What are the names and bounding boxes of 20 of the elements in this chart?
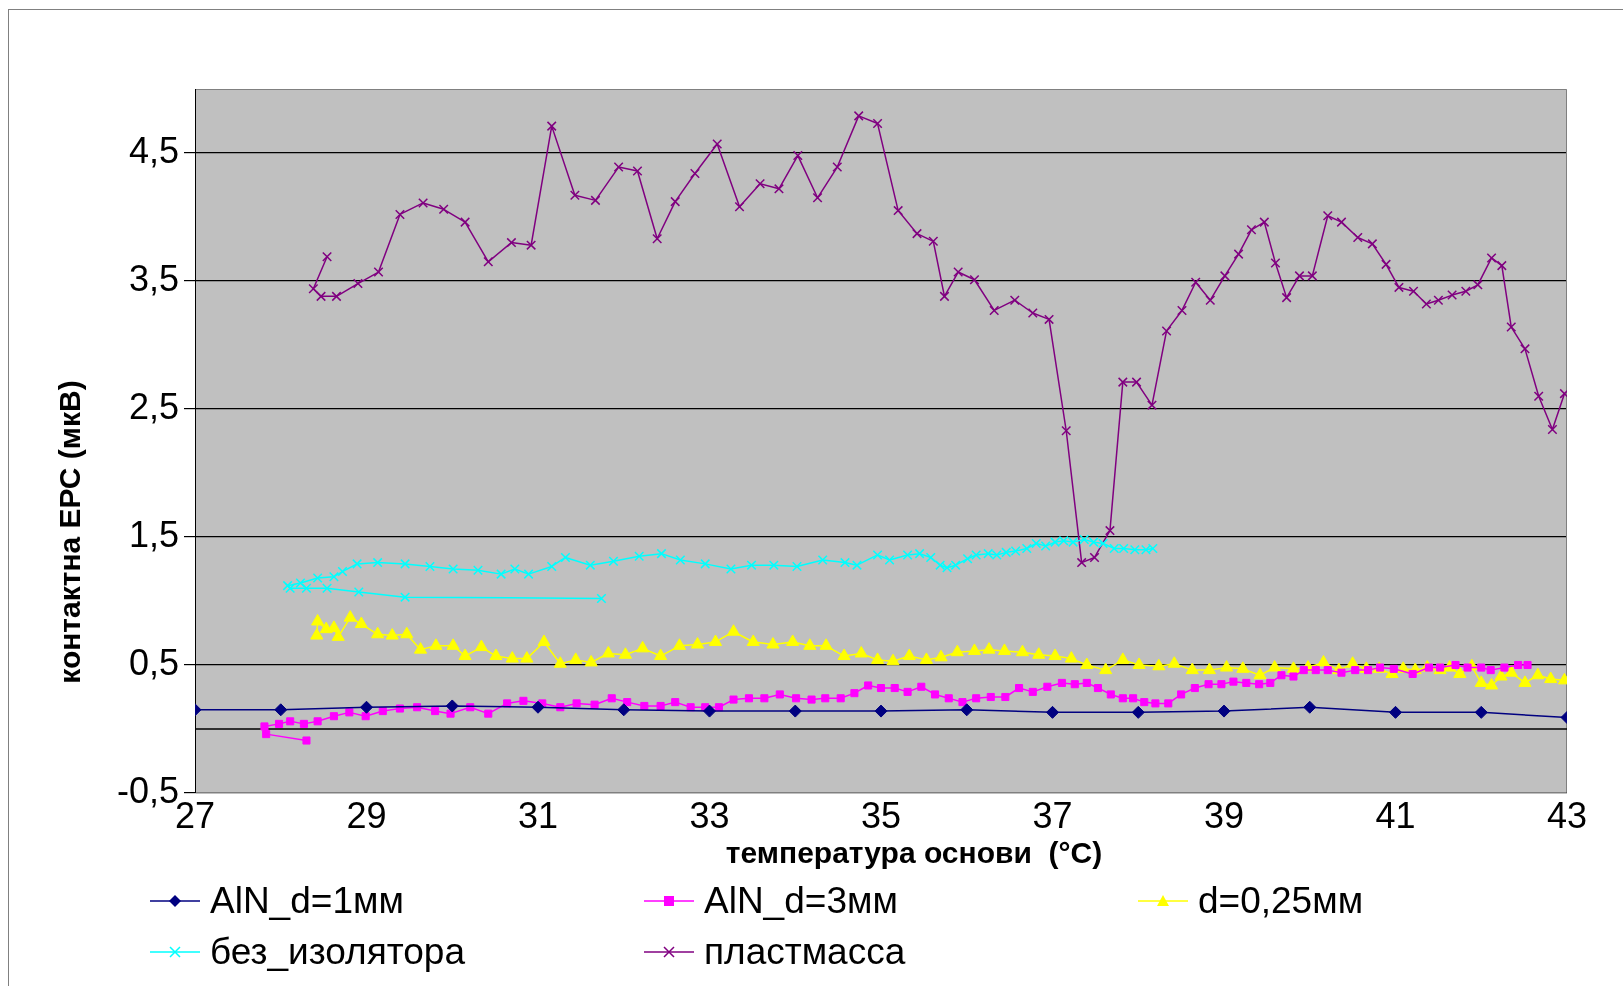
x-tick-label: 37: [1032, 794, 1073, 836]
x-tick-label: 39: [1203, 794, 1245, 836]
x-tick-label: 33: [689, 794, 730, 836]
x-tick-label: 41: [1375, 794, 1416, 836]
y-axis-title: контактна ЕРС (мкВ): [53, 380, 87, 684]
legend-label: AlN_d=1мм: [210, 879, 404, 922]
x-tick-label: 43: [1546, 794, 1588, 836]
legend-label: AlN_d=3мм: [704, 879, 898, 922]
x-tick-label: 31: [517, 794, 559, 836]
y-tick-label: 4,5: [128, 129, 179, 171]
x-tick-label: 29: [346, 794, 387, 836]
legend-label: пластмасса: [704, 930, 906, 973]
y-tick-label: 3,5: [128, 257, 179, 299]
legend-label: без_изолятора: [210, 930, 465, 973]
x-axis-title: температура основи (°C): [725, 836, 1103, 870]
y-tick-label: 1,5: [128, 513, 179, 555]
legend-label: d=0,25мм: [1198, 879, 1364, 922]
x-tick-label: 35: [860, 794, 902, 836]
y-tick-label: 2,5: [128, 385, 179, 427]
y-tick-label: 0,5: [128, 641, 179, 683]
